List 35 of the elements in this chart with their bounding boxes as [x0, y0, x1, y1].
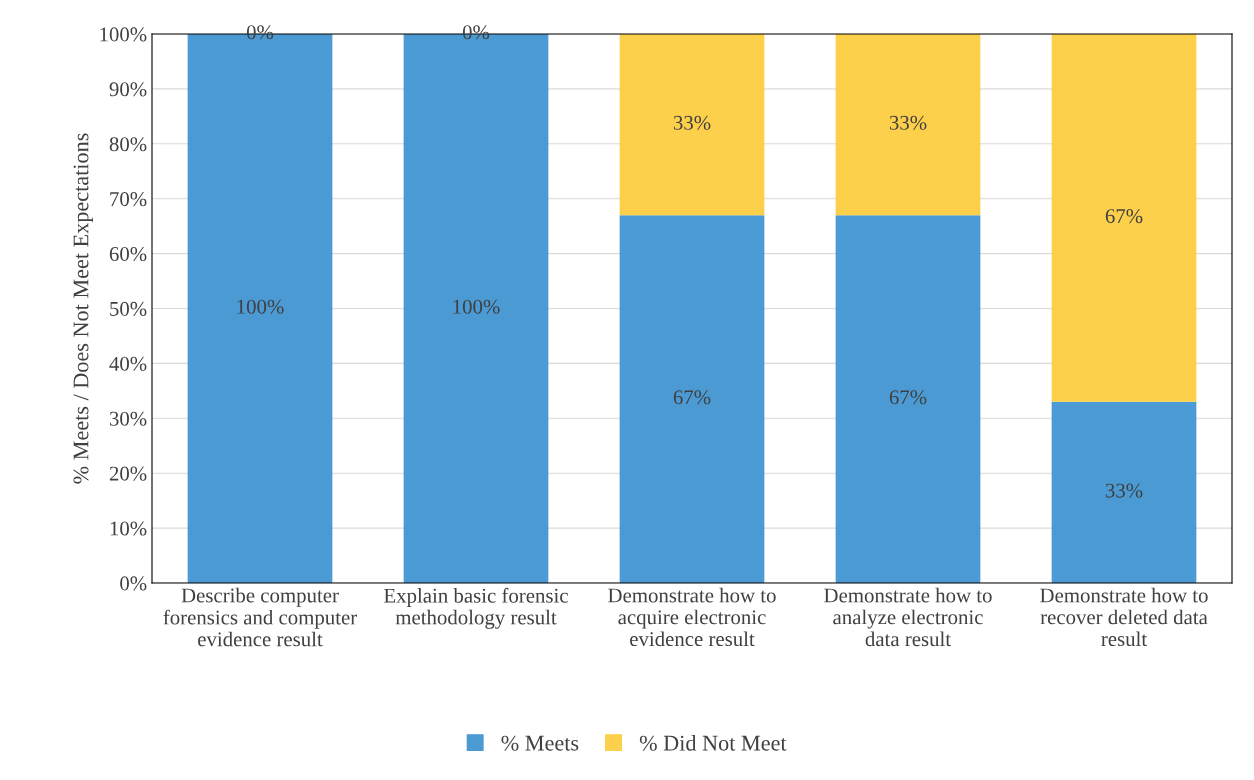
- y-tick-label: 40%: [109, 356, 147, 371]
- bar: [835, 215, 981, 583]
- x-tick-label: Explain basic forensic methodology result: [384, 587, 568, 629]
- y-tick-label: 10%: [110, 521, 147, 536]
- x-tick-label: Demonstrate how to analyze electronic data result: [824, 587, 992, 647]
- x-tick-label: Describe computer forensics and computer evidence result: [163, 587, 357, 647]
- bar: [835, 34, 981, 216]
- data-label: 33%: [889, 115, 927, 130]
- y-tick-label: 0%: [120, 576, 147, 591]
- x-tick-label: Demonstrate how to acquire electronic evidence result: [608, 587, 776, 647]
- data-label: 67%: [1105, 209, 1143, 224]
- y-tick-label: 60%: [109, 246, 147, 262]
- y-tick-label: 50%: [110, 301, 147, 316]
- y-tick-label: 20%: [109, 466, 147, 481]
- bar: [619, 215, 765, 583]
- x-tick-label: Demonstrate how to recover deleted data result: [1040, 587, 1208, 647]
- bar: [1051, 34, 1197, 402]
- y-tick-label: 80%: [109, 137, 147, 152]
- y-axis-title: % Meets / Does Not Meet Expectations: [73, 133, 93, 484]
- data-label: 67%: [889, 390, 927, 405]
- data-label: 33%: [1105, 483, 1143, 498]
- legend-label: % Meets: [501, 735, 579, 751]
- data-label: 67%: [673, 390, 711, 405]
- legend-label: % Did Not Meet: [639, 734, 787, 751]
- data-label: 0%: [462, 25, 490, 40]
- bar: [1051, 401, 1197, 583]
- bar: [619, 34, 765, 216]
- y-tick-label: 30%: [109, 411, 147, 426]
- data-label: 33%: [673, 115, 711, 130]
- data-label: 0%: [246, 25, 274, 40]
- y-tick-label: 70%: [110, 192, 147, 207]
- y-tick-label: 90%: [109, 82, 147, 97]
- data-label: 100%: [453, 299, 500, 314]
- data-label: 100%: [237, 299, 284, 314]
- y-tick-label: 100%: [100, 27, 147, 42]
